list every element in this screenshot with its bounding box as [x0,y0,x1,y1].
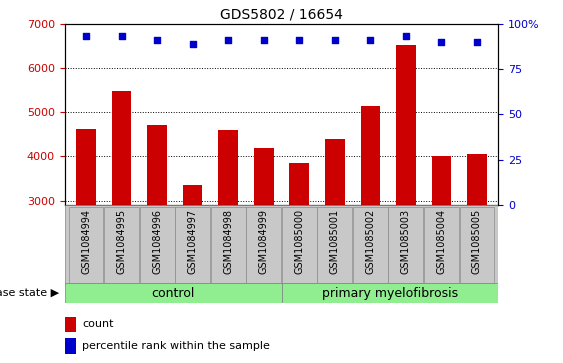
Point [472,39,481,45]
Bar [77,129,96,205]
FancyBboxPatch shape [318,207,352,284]
FancyBboxPatch shape [353,207,388,284]
Bar [289,163,309,205]
Title: GDS5802 / 16654: GDS5802 / 16654 [220,7,343,21]
Point [224,37,233,43]
Point [401,33,410,39]
FancyBboxPatch shape [424,207,459,284]
Text: GSM1084995: GSM1084995 [117,209,127,274]
Bar [65,205,498,285]
Text: GSM1085003: GSM1085003 [401,209,411,274]
Text: count: count [82,319,114,329]
FancyBboxPatch shape [175,207,210,284]
FancyBboxPatch shape [247,207,281,284]
Bar [467,154,486,205]
Bar [282,283,498,303]
FancyBboxPatch shape [69,207,104,284]
Text: GSM1085000: GSM1085000 [294,209,304,274]
Bar [325,139,345,205]
FancyBboxPatch shape [388,207,423,284]
Point [366,37,375,43]
Bar [254,148,274,205]
Bar [65,338,75,354]
Bar [65,283,282,303]
Bar [432,155,451,205]
Text: GSM1084999: GSM1084999 [259,209,269,274]
Bar [360,106,380,205]
FancyBboxPatch shape [140,207,175,284]
Bar [183,185,203,205]
FancyBboxPatch shape [459,207,494,284]
Point [330,37,339,43]
Bar [396,45,415,205]
FancyBboxPatch shape [104,207,139,284]
Text: disease state ▶: disease state ▶ [0,288,59,298]
Point [117,33,126,39]
FancyBboxPatch shape [211,207,245,284]
Bar [112,91,131,205]
Text: percentile rank within the sample: percentile rank within the sample [82,341,270,351]
Text: GSM1085005: GSM1085005 [472,209,482,274]
FancyBboxPatch shape [282,207,316,284]
Text: control: control [151,287,195,299]
Bar [218,130,238,205]
Bar [65,317,75,332]
Point [82,33,91,39]
Point [437,39,446,45]
Text: GSM1085002: GSM1085002 [365,209,376,274]
Point [259,37,268,43]
Bar [148,125,167,205]
Text: GSM1084996: GSM1084996 [152,209,162,274]
Point [295,37,304,43]
Text: GSM1085001: GSM1085001 [330,209,340,274]
Point [188,41,197,46]
Text: GSM1084997: GSM1084997 [187,209,198,274]
Text: GSM1084998: GSM1084998 [223,209,233,274]
Point [153,37,162,43]
Text: primary myelofibrosis: primary myelofibrosis [322,287,458,299]
Text: GSM1084994: GSM1084994 [81,209,91,274]
Text: GSM1085004: GSM1085004 [436,209,446,274]
